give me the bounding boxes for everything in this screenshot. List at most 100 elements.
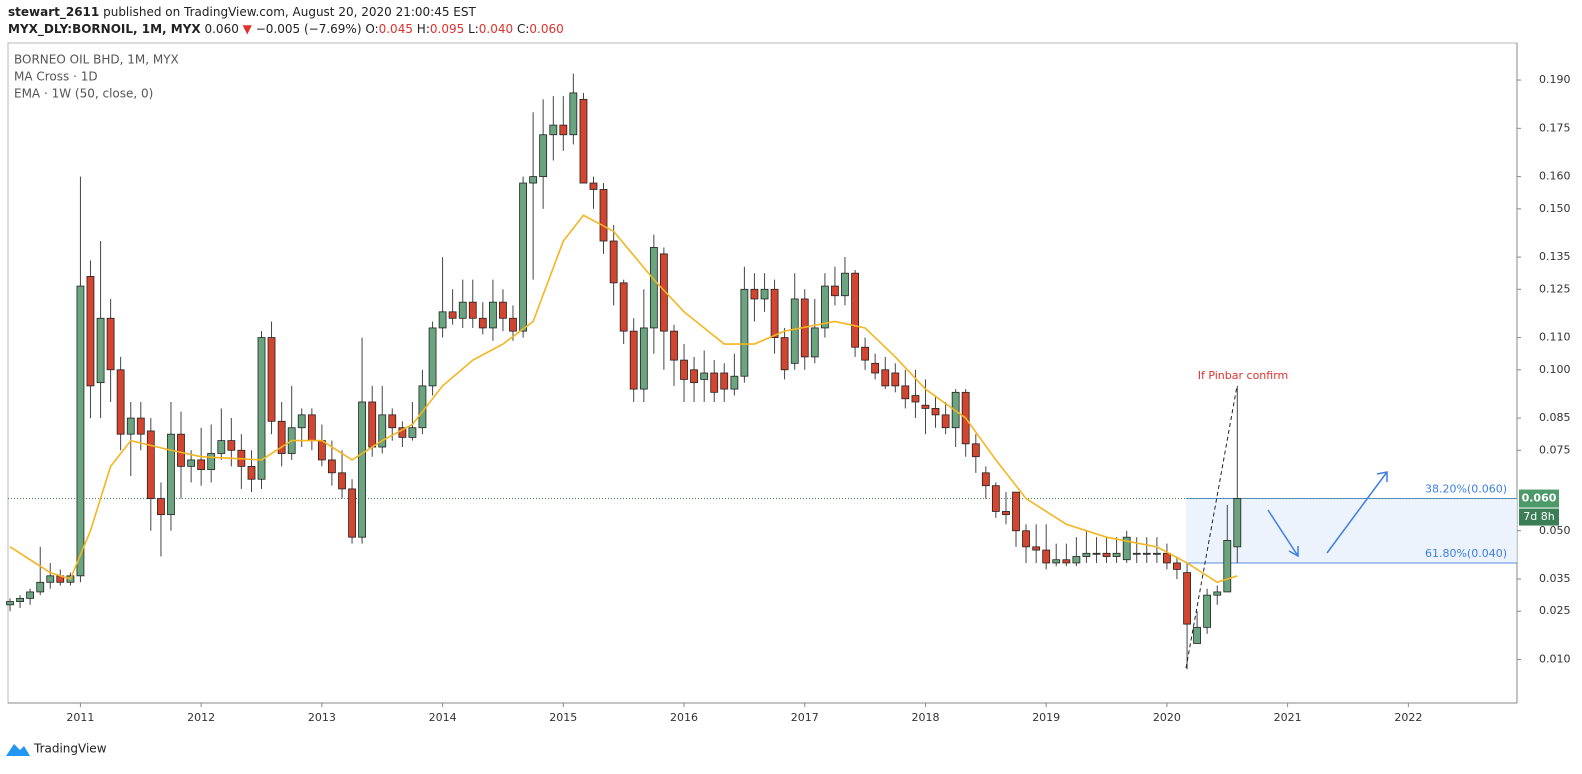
candle-body — [619, 282, 628, 332]
x-tick-label: 2021 — [1274, 711, 1302, 724]
candle-body — [1163, 552, 1171, 564]
candle-body — [438, 311, 447, 329]
candle-body — [609, 240, 618, 284]
candle-body — [267, 337, 276, 422]
candle-body — [499, 301, 507, 319]
candle-body — [871, 362, 880, 374]
candle-body — [146, 430, 155, 499]
candle-body — [1132, 552, 1141, 555]
candle-body — [1152, 552, 1161, 555]
change: −0.005 (−7.69%) — [256, 22, 362, 36]
c-val: 0.060 — [529, 22, 563, 36]
candle-body — [881, 369, 890, 387]
candle-body — [297, 414, 306, 429]
legend-ma: MA Cross · 1D — [14, 70, 98, 84]
candle-body — [539, 134, 548, 178]
o-key: O: — [365, 22, 378, 36]
candle-body — [217, 440, 226, 454]
price-tag-label: 0.060 — [1522, 492, 1557, 505]
candle-body — [307, 414, 316, 442]
arrows — [1267, 471, 1388, 558]
candle-body — [46, 575, 55, 583]
candle-body — [649, 247, 658, 329]
candle-body — [1062, 559, 1071, 564]
candle-body — [1233, 498, 1242, 548]
x-tick-label: 2013 — [308, 711, 336, 724]
candle-body — [1122, 536, 1131, 561]
candle-body — [851, 272, 859, 348]
footer: TradingView — [6, 742, 107, 756]
y-tick-label: 0.025 — [1539, 604, 1571, 617]
candle-body — [6, 601, 14, 606]
x-tick-label: 2011 — [66, 711, 94, 724]
legend-title: BORNEO OIL BHD, 1M, MYX — [14, 53, 179, 67]
candle-body — [96, 317, 105, 384]
candle-body — [559, 124, 568, 136]
h-val: 0.095 — [430, 22, 464, 36]
candle-body — [1173, 562, 1181, 570]
y-tick-label: 0.150 — [1539, 202, 1571, 215]
candle-body — [569, 92, 578, 136]
candle-body — [448, 311, 457, 319]
candle-body — [750, 288, 759, 300]
candle-body — [1213, 591, 1222, 596]
y-tick-label: 0.100 — [1539, 363, 1571, 376]
header-line: stewart_2611 published on TradingView.co… — [8, 5, 476, 20]
candle-body — [257, 337, 266, 480]
candle-body — [891, 372, 900, 387]
candle-body — [1142, 552, 1151, 555]
candle-body — [177, 433, 185, 467]
candle-body — [1012, 491, 1020, 532]
logo — [6, 744, 30, 756]
candle-body — [338, 472, 346, 490]
candle-body — [348, 488, 356, 538]
candle-body — [86, 276, 95, 387]
candle-body — [36, 581, 45, 593]
y-tick-label: 0.190 — [1539, 73, 1571, 86]
candle-body — [1092, 552, 1101, 555]
y-tick-label: 0.035 — [1539, 572, 1571, 585]
candle-body — [1032, 546, 1041, 551]
price-tag — [1519, 489, 1559, 508]
ema-line — [9, 214, 1238, 584]
symbol-line: MYX_DLY:BORNOIL, 1M, MYX 0.060 ▼ −0.005 … — [8, 22, 564, 37]
x-tick-label: 2022 — [1394, 711, 1422, 724]
y-tick-label: 0.175 — [1539, 121, 1571, 134]
candle-body — [911, 395, 920, 403]
x-tick-label: 2019 — [1032, 711, 1060, 724]
candle-body — [629, 330, 638, 390]
y-tick-label: 0.110 — [1539, 331, 1571, 344]
candle-body — [1223, 540, 1232, 593]
candle-body — [700, 372, 709, 380]
last: 0.060 — [204, 22, 238, 36]
candle-body — [971, 443, 980, 458]
candle-body — [489, 301, 497, 329]
candle-body — [921, 404, 930, 409]
candle-body — [670, 330, 678, 361]
candle-body — [358, 401, 366, 538]
candle-body — [418, 385, 427, 429]
projection-line — [1185, 385, 1238, 669]
candle-body — [810, 327, 819, 358]
candle-body — [157, 498, 165, 516]
candle-body — [549, 124, 558, 136]
candle-body — [1193, 626, 1201, 644]
published: published on TradingView.com, August 20,… — [103, 5, 476, 19]
y-tick-label: 0.135 — [1539, 250, 1571, 263]
l-key: L: — [468, 22, 479, 36]
candle-body — [790, 298, 799, 364]
arrow: ▼ — [243, 22, 253, 36]
legend-ema: EMA · 1W (50, close, 0) — [14, 87, 153, 101]
candle-body — [116, 369, 125, 435]
candle-body — [529, 176, 538, 184]
plot: 0.010 0.025 0.035 0.050 0.075 0.085 0.100 0.110… — [6, 73, 1571, 724]
candle-body — [1072, 556, 1081, 564]
candle-body — [1102, 552, 1111, 557]
candle-body — [16, 597, 24, 602]
y-tick-label: 0.075 — [1539, 443, 1571, 456]
h-key: H: — [417, 22, 430, 36]
candle-body — [76, 285, 85, 577]
x-tick-label: 2014 — [429, 711, 457, 724]
candle-body — [227, 440, 236, 451]
